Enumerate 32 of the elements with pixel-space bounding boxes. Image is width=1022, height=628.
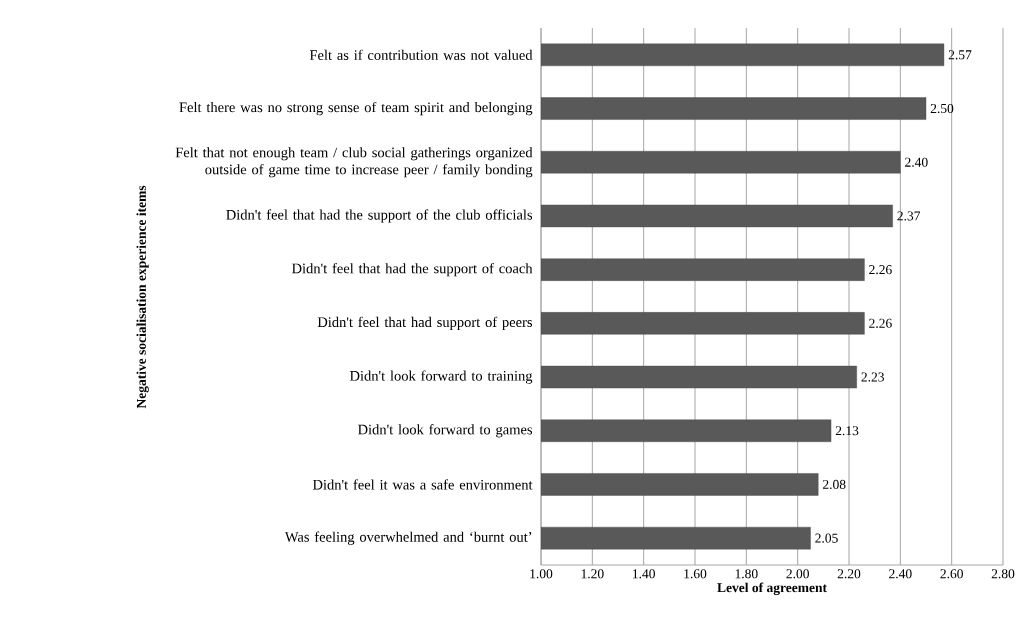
- x-tick-label: 2.20: [837, 569, 861, 579]
- x-axis-title: Level of agreement: [717, 582, 827, 596]
- y-tick-label: Didn't feel it was a safe environment: [312, 479, 533, 490]
- data-label: 2.37: [897, 211, 921, 221]
- data-label: 2.26: [869, 265, 892, 275]
- x-tick-label: 2.40: [889, 569, 912, 579]
- y-tick-label: Felt that not enough team / club social gatherings organized outside of game time to increase peer / family bonding: [175, 147, 533, 178]
- x-tick-label: 2.80: [991, 569, 1015, 579]
- y-tick-label: Was feeling overwhelmed and ‘burnt out’: [284, 531, 532, 545]
- y-tick-label: Didn't feel that had the support of the club officials: [226, 209, 533, 223]
- x-tick-label: 2.60: [940, 569, 963, 579]
- x-tick-label: 1.00: [530, 569, 553, 579]
- x-tick-label: 1.40: [633, 569, 655, 579]
- data-label: 2.23: [861, 372, 884, 382]
- data-label: 2.13: [835, 426, 859, 436]
- data-label: 2.50: [930, 103, 954, 114]
- x-tick-label: 1.20: [581, 569, 604, 579]
- x-tick-label: 1.60: [684, 569, 707, 579]
- y-axis-title: Negative socialisation experience items: [136, 185, 149, 409]
- x-tick-label: 2.00: [786, 569, 809, 579]
- data-label: 2.40: [905, 157, 928, 167]
- data-label: 2.57: [948, 50, 972, 60]
- data-label: 2.05: [815, 533, 838, 543]
- y-tick-label: Felt as if contribution was not valued: [309, 49, 533, 61]
- x-tick-label: 1.80: [735, 569, 758, 579]
- data-label: 2.08: [822, 479, 846, 490]
- y-tick-label: Didn't feel that had the support of coach: [291, 263, 533, 277]
- y-tick-label: Didn't look forward to games: [358, 424, 533, 438]
- data-label: 2.26: [869, 318, 892, 328]
- y-tick-label: Felt there was no strong sense of team spirit and belonging: [179, 101, 533, 116]
- y-tick-label: Didn't look forward to training: [349, 370, 533, 384]
- y-tick-label: Didn't feel that had support of peers: [317, 316, 533, 330]
